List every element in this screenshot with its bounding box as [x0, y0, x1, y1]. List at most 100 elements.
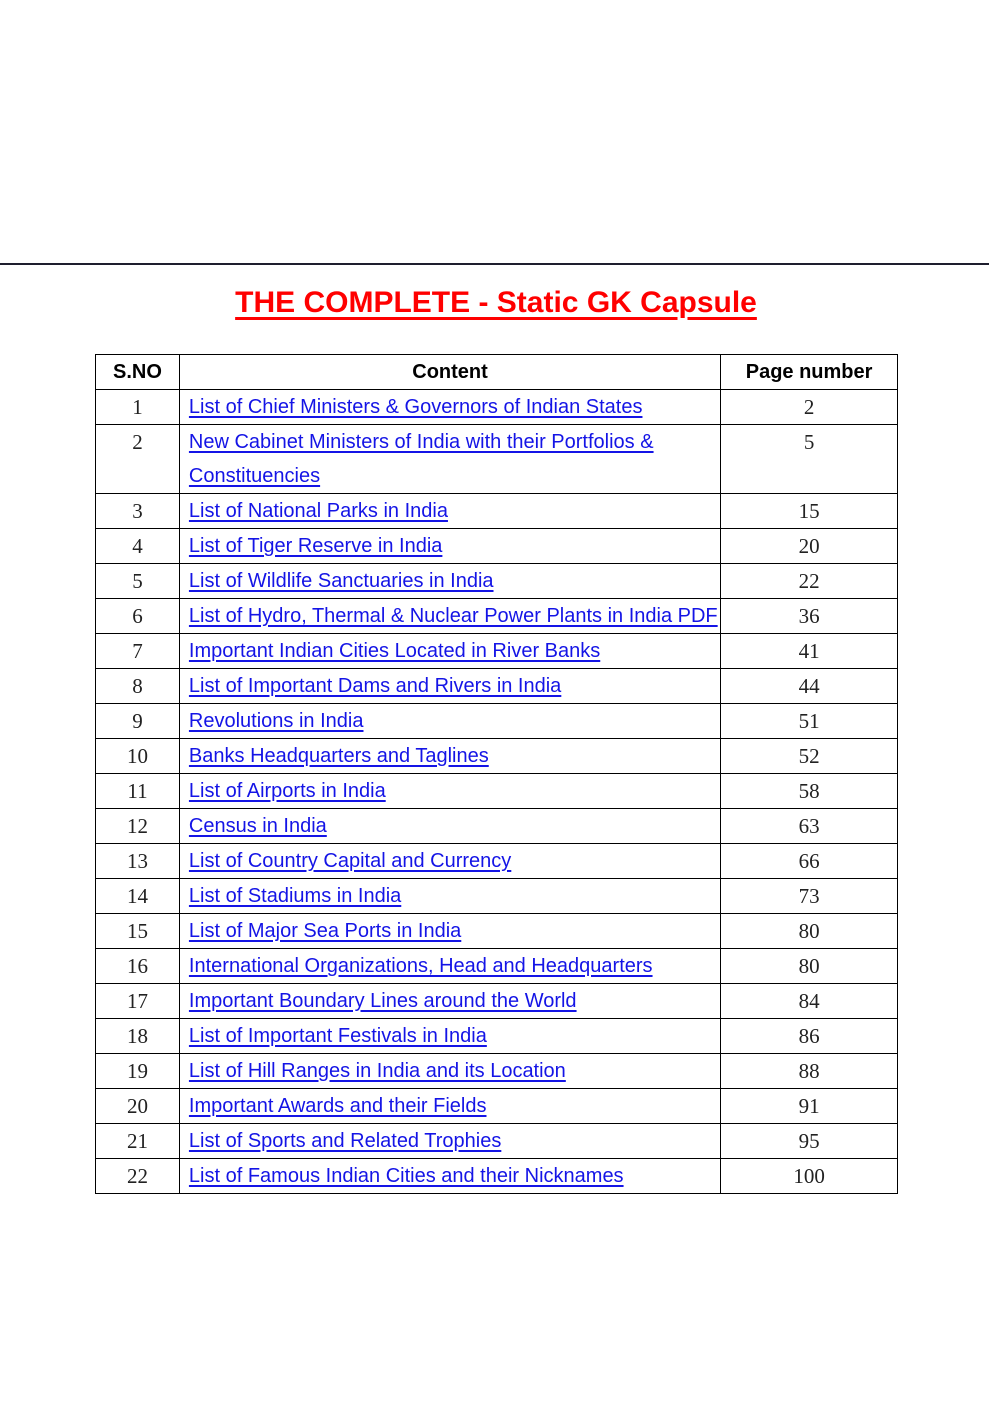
row-page-number: 95 [720, 1123, 898, 1159]
table-row: 21 List of Sports and Related Trophies 95 [95, 1123, 898, 1159]
table-row: 17 Important Boundary Lines around the Wo… [95, 983, 898, 1019]
row-sno: 3 [95, 493, 180, 529]
row-page-number: 36 [720, 598, 898, 634]
header-sno: S.NO [95, 354, 180, 390]
row-sno: 12 [95, 808, 180, 844]
content-link[interactable]: List of Hydro, Thermal & Nuclear Power P… [188, 605, 718, 627]
table-row: 18 List of Important Festivals in India 86 [95, 1018, 898, 1054]
row-page-number: 80 [720, 913, 898, 949]
row-sno: 15 [95, 913, 180, 949]
row-sno: 9 [95, 703, 180, 739]
row-page-number: 80 [720, 948, 898, 984]
row-page-number: 51 [720, 703, 898, 739]
row-sno: 8 [95, 668, 180, 704]
content-link[interactable]: List of Stadiums in India [188, 885, 402, 907]
header-page-number: Page number [720, 354, 898, 390]
content-link[interactable]: List of Important Dams and Rivers in Ind… [188, 675, 562, 697]
table-row: 16 International Organizations, Head and … [95, 948, 898, 984]
row-page-number: 15 [720, 493, 898, 529]
content-link[interactable]: Census in India [188, 815, 327, 837]
row-content: List of Chief Ministers & Governors of I… [178, 389, 722, 425]
row-page-number: 22 [720, 563, 898, 599]
table-row: 3 List of National Parks in India 15 [95, 493, 898, 529]
row-sno: 6 [95, 598, 180, 634]
row-content: Revolutions in India [178, 703, 722, 739]
row-sno: 1 [95, 389, 180, 425]
row-sno: 4 [95, 528, 180, 564]
page-title: THE COMPLETE - Static GK Capsule [0, 286, 992, 320]
row-sno: 18 [95, 1018, 180, 1054]
row-content: List of Tiger Reserve in India [178, 528, 722, 564]
table-row: 7 Important Indian Cities Located in Rive… [95, 633, 898, 669]
row-page-number: 100 [720, 1158, 898, 1194]
content-link[interactable]: Important Indian Cities Located in River… [188, 640, 601, 662]
row-sno: 2 [95, 424, 180, 494]
row-sno: 22 [95, 1158, 180, 1194]
row-sno: 11 [95, 773, 180, 809]
table-row: 13 List of Country Capital and Currency 66 [95, 843, 898, 879]
content-link[interactable]: List of Wildlife Sanctuaries in India [188, 570, 494, 592]
row-sno: 7 [95, 633, 180, 669]
content-link[interactable]: List of Important Festivals in India [188, 1025, 487, 1047]
page-title-text: THE COMPLETE - Static GK Capsule [235, 286, 757, 319]
table-row: 20 Important Awards and their Fields 91 [95, 1088, 898, 1124]
table-row: 5 List of Wildlife Sanctuaries in India 22 [95, 563, 898, 599]
content-link[interactable]: List of Country Capital and Currency [188, 850, 512, 872]
row-sno: 5 [95, 563, 180, 599]
table-row: 22 List of Famous Indian Cities and their… [95, 1158, 898, 1194]
row-sno: 17 [95, 983, 180, 1019]
row-sno: 19 [95, 1053, 180, 1089]
content-link[interactable]: List of National Parks in India [188, 500, 448, 522]
row-content: List of Country Capital and Currency [178, 843, 722, 879]
table-row: 14 List of Stadiums in India 73 [95, 878, 898, 914]
contents-table: S.NO Content Page number 1 List of Chief … [95, 354, 898, 1194]
content-link[interactable]: Important Awards and their Fields [188, 1095, 487, 1117]
row-sno: 20 [95, 1088, 180, 1124]
row-page-number: 20 [720, 528, 898, 564]
table-row: 9 Revolutions in India 51 [95, 703, 898, 739]
row-content: List of Important Dams and Rivers in Ind… [178, 668, 722, 704]
row-page-number: 91 [720, 1088, 898, 1124]
content-link[interactable]: New Cabinet Ministers of India with thei… [188, 431, 654, 487]
row-page-number: 63 [720, 808, 898, 844]
content-link[interactable]: List of Hill Ranges in India and its Loc… [188, 1060, 566, 1082]
header-content: Content [178, 354, 722, 390]
content-link[interactable]: List of Sports and Related Trophies [188, 1130, 502, 1152]
row-content: List of National Parks in India [178, 493, 722, 529]
table-row: 6 List of Hydro, Thermal & Nuclear Power … [95, 598, 898, 634]
row-page-number: 73 [720, 878, 898, 914]
row-content: Census in India [178, 808, 722, 844]
row-page-number: 84 [720, 983, 898, 1019]
content-link[interactable]: Important Boundary Lines around the Worl… [188, 990, 577, 1012]
row-page-number: 5 [720, 424, 898, 494]
row-content: International Organizations, Head and He… [178, 948, 722, 984]
content-link[interactable]: List of Major Sea Ports in India [188, 920, 462, 942]
row-content: List of Hill Ranges in India and its Loc… [178, 1053, 722, 1089]
content-link[interactable]: Revolutions in India [188, 710, 364, 732]
row-page-number: 88 [720, 1053, 898, 1089]
content-link[interactable]: List of Famous Indian Cities and their N… [188, 1165, 624, 1187]
table-row: 19 List of Hill Ranges in India and its L… [95, 1053, 898, 1089]
table-row: 2 New Cabinet Ministers of India with the… [95, 424, 898, 494]
row-content: List of Famous Indian Cities and their N… [178, 1158, 722, 1194]
row-page-number: 41 [720, 633, 898, 669]
content-link[interactable]: List of Tiger Reserve in India [188, 535, 443, 557]
row-content: Banks Headquarters and Taglines [178, 738, 722, 774]
row-content: List of Airports in India [178, 773, 722, 809]
table-row: 8 List of Important Dams and Rivers in In… [95, 668, 898, 704]
row-page-number: 58 [720, 773, 898, 809]
row-sno: 10 [95, 738, 180, 774]
row-page-number: 2 [720, 389, 898, 425]
content-link[interactable]: List of Chief Ministers & Governors of I… [188, 396, 643, 418]
table-row: 1 List of Chief Ministers & Governors of … [95, 389, 898, 425]
row-content: List of Wildlife Sanctuaries in India [178, 563, 722, 599]
row-content: List of Major Sea Ports in India [178, 913, 722, 949]
header-rule [0, 263, 989, 265]
row-content: Important Indian Cities Located in River… [178, 633, 722, 669]
content-link[interactable]: List of Airports in India [188, 780, 386, 802]
row-content: List of Sports and Related Trophies [178, 1123, 722, 1159]
table-row: 15 List of Major Sea Ports in India 80 [95, 913, 898, 949]
content-link[interactable]: Banks Headquarters and Taglines [188, 745, 489, 767]
content-link[interactable]: International Organizations, Head and He… [188, 955, 653, 977]
row-content: List of Stadiums in India [178, 878, 722, 914]
